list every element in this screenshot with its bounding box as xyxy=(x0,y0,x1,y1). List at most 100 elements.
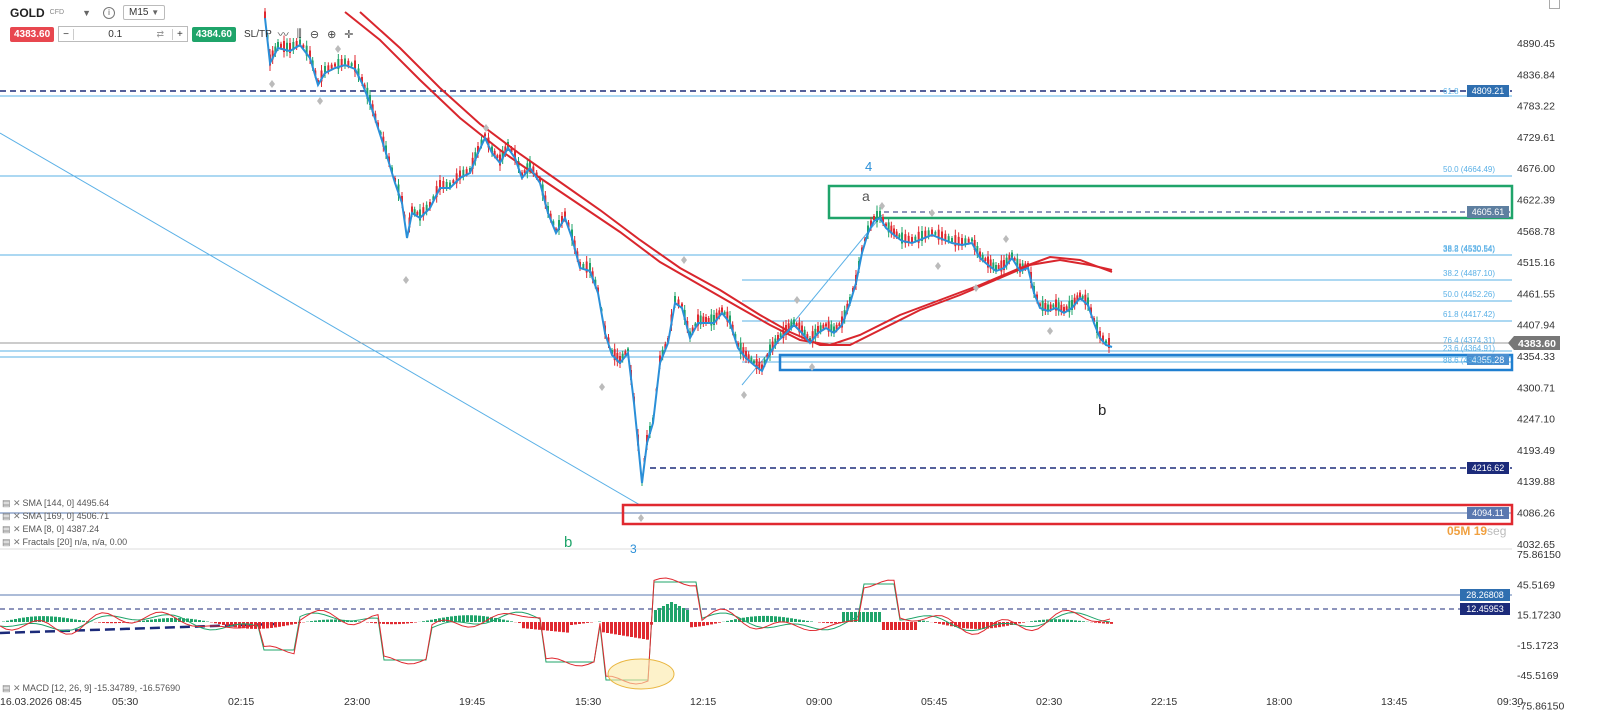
indicator-close-icon[interactable]: ▤ ✕ xyxy=(2,498,21,508)
ema-8-line xyxy=(264,17,1113,484)
candle-body xyxy=(803,329,806,337)
macd-bar xyxy=(542,622,545,631)
macd-legend[interactable]: ▤ ✕ MACD [12, 26, 9] -15.34789, -16.57690 xyxy=(2,682,180,695)
macd-bar xyxy=(326,619,329,622)
macd-axis: 75.86150 45.5169 15.17230 -15.1723 -45.5169 -… xyxy=(1517,549,1564,713)
candle-body xyxy=(895,231,898,237)
bar-chart-icon[interactable]: ⫼ xyxy=(296,27,302,40)
candle-body xyxy=(1108,338,1110,348)
price-tag-4216-text: 4216.62 xyxy=(1472,463,1505,473)
candle-body xyxy=(613,349,616,361)
symbol-dropdown-icon[interactable]: ▼ xyxy=(82,7,91,18)
price-tick-label: 4890.45 xyxy=(1517,38,1555,50)
macd-bar xyxy=(622,622,625,636)
macd-bar xyxy=(582,622,585,624)
macd-bar xyxy=(194,619,197,622)
macd-bar xyxy=(918,619,921,622)
macd-bar xyxy=(438,618,441,622)
sltp-button[interactable]: SL/TP xyxy=(244,28,272,40)
buy-button[interactable]: 4384.60 xyxy=(191,26,236,42)
candle-body xyxy=(931,229,933,235)
candle-body xyxy=(954,235,957,247)
macd-bar xyxy=(710,622,713,625)
indicator-sma169[interactable]: ▤ ✕ SMA [169, 0] 4506.71 xyxy=(2,510,127,523)
macd-tick-label: -75.86150 xyxy=(1517,701,1564,713)
lot-minus-button[interactable]: − xyxy=(63,28,69,40)
crosshair-icon[interactable]: ✛ xyxy=(344,28,354,41)
macd-bar xyxy=(982,622,985,629)
macd-bar xyxy=(170,617,173,622)
macd-bar xyxy=(790,618,793,622)
candle-body xyxy=(496,155,499,159)
candle-body xyxy=(425,204,428,212)
macd-legend-text: MACD [12, 26, 9] -15.34789, -16.57690 xyxy=(22,683,181,693)
candle-body xyxy=(514,150,516,160)
candle-body xyxy=(337,59,340,69)
macd-bar xyxy=(610,622,613,634)
candle-body xyxy=(552,221,555,226)
macd-bar xyxy=(538,622,541,630)
wave-label-3: 3 xyxy=(630,542,637,556)
zoom-out-icon[interactable]: ⊖ xyxy=(309,28,320,41)
trade-bar: 4383.60 − 0.1 ⇄ + 4384.60 SL/TP 〰 ⫼ ⊖ ⊕ ✛ xyxy=(10,26,356,42)
candle-body xyxy=(745,351,747,359)
candle-body xyxy=(1068,301,1071,313)
wave-label-4: 4 xyxy=(865,159,872,174)
macd-bar xyxy=(734,619,737,622)
candle-body xyxy=(357,68,360,78)
candle-body xyxy=(1057,302,1060,312)
macd-bar xyxy=(490,617,493,622)
macd-bar xyxy=(226,622,229,626)
candle-body xyxy=(295,41,298,47)
candle-body xyxy=(366,87,369,99)
candle-body xyxy=(621,353,624,360)
candle-body xyxy=(347,60,350,66)
macd-bar xyxy=(998,622,1001,628)
indicator-fractals[interactable]: ▤ ✕ Fractals [20] n/a, n/a, 0.00 xyxy=(2,536,127,549)
candle-body xyxy=(674,296,676,304)
indicator-close-icon[interactable]: ▤ ✕ xyxy=(2,511,21,521)
candle-body xyxy=(330,64,333,69)
candle-body xyxy=(887,222,890,233)
candle-body xyxy=(898,234,901,238)
timeframe-select[interactable]: M15 ▼ xyxy=(122,5,166,20)
line-chart-icon[interactable]: 〰 xyxy=(277,29,289,41)
candle-body xyxy=(806,334,809,340)
swap-icon[interactable]: ⇄ xyxy=(156,28,164,39)
candle-body xyxy=(422,207,425,217)
macd-bar xyxy=(258,622,261,629)
candle-body xyxy=(976,246,979,254)
zoom-in-icon[interactable]: ⊕ xyxy=(327,28,337,41)
lot-plus-button[interactable]: + xyxy=(177,28,183,40)
sell-button[interactable]: 4383.60 xyxy=(10,26,55,42)
indicator-ema8[interactable]: ▤ ✕ EMA [8, 0] 4387.24 xyxy=(2,523,127,536)
macd-bar xyxy=(478,615,481,622)
macd-bar xyxy=(706,622,709,626)
macd-bar xyxy=(246,622,249,629)
timer-seg: seg xyxy=(1487,524,1507,538)
macd-bar xyxy=(718,622,721,623)
macd-close-icon[interactable]: ▤ ✕ xyxy=(2,683,21,693)
candle-body xyxy=(890,225,893,234)
symbol-name: GOLD xyxy=(10,5,45,20)
indicator-close-icon[interactable]: ▤ ✕ xyxy=(2,524,21,534)
timer-seconds: 19 xyxy=(1473,524,1488,538)
macd-bar xyxy=(162,618,165,622)
info-icon[interactable]: i xyxy=(102,6,115,19)
macd-bar xyxy=(662,606,665,622)
macd-bar xyxy=(854,612,857,622)
price-tick-label: 4568.78 xyxy=(1517,226,1555,238)
candle-body xyxy=(907,235,910,243)
fib-anchor-line xyxy=(741,214,883,386)
timeframe-value: M15 xyxy=(128,7,149,18)
macd-bar xyxy=(338,619,341,622)
indicator-close-icon[interactable]: ▤ ✕ xyxy=(2,537,21,547)
indicator-sma144[interactable]: ▤ ✕ SMA [144, 0] 4495.64 xyxy=(2,497,127,510)
candle-body xyxy=(1011,252,1013,258)
panel-corner-icon[interactable] xyxy=(1549,0,1560,9)
macd-bar xyxy=(58,617,61,622)
macd-bar xyxy=(798,619,801,622)
macd-bar xyxy=(62,617,65,622)
lot-input[interactable]: 0.1 ⇄ xyxy=(73,28,173,40)
